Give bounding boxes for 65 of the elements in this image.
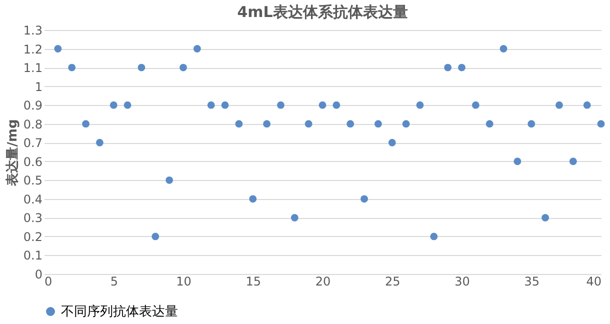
- x-tick-label: 20: [315, 274, 331, 288]
- point: [472, 101, 480, 109]
- x-tick-label: 40: [586, 274, 602, 288]
- y-axis-title: 表达量/mg: [5, 119, 20, 187]
- y-tick-label: 0.3: [23, 211, 42, 226]
- x-tick-label: 25: [384, 274, 400, 288]
- point: [556, 101, 563, 109]
- point: [263, 120, 271, 128]
- y-tick-label: 0.6: [23, 154, 42, 169]
- point: [486, 120, 494, 128]
- y-tick-label: 0.1: [23, 248, 42, 263]
- point: [528, 120, 536, 128]
- point: [583, 101, 591, 109]
- point: [542, 214, 550, 222]
- point: [458, 64, 466, 72]
- point: [402, 120, 410, 128]
- y-tick-label: 1.1: [23, 61, 42, 76]
- point: [360, 195, 368, 203]
- point: [500, 45, 508, 52]
- point: [96, 138, 104, 146]
- point: [124, 101, 132, 109]
- y-tick-label: 0.8: [23, 117, 42, 132]
- point: [166, 176, 174, 184]
- point: [332, 101, 340, 109]
- point: [82, 120, 90, 128]
- point: [180, 64, 187, 72]
- point: [290, 214, 298, 222]
- point: [138, 64, 146, 72]
- point: [514, 158, 522, 166]
- x-tick-label: 5: [110, 274, 118, 288]
- point: [318, 101, 326, 109]
- chart-title: 4mL表达体系抗体表达量: [237, 3, 408, 21]
- point: [221, 101, 229, 109]
- point: [193, 45, 201, 52]
- x-tick-label: 15: [246, 274, 262, 288]
- x-tick-label: 0: [44, 274, 52, 288]
- point: [277, 101, 284, 109]
- point: [597, 120, 605, 128]
- y-tick-label: 0.5: [23, 174, 42, 188]
- point: [152, 232, 160, 240]
- point: [388, 138, 396, 146]
- point: [235, 120, 243, 128]
- point: [444, 64, 452, 72]
- x-tick-label: 30: [454, 274, 470, 288]
- point: [110, 101, 118, 109]
- x-tick-label: 10: [176, 274, 192, 288]
- point: [416, 101, 424, 109]
- point: [346, 120, 354, 128]
- x-tick-label: 35: [524, 274, 540, 288]
- point: [249, 195, 257, 203]
- point: [207, 101, 215, 109]
- y-tick-label: 1.3: [23, 24, 42, 38]
- point: [54, 45, 62, 52]
- y-tick-label: 0.7: [23, 136, 42, 150]
- y-tick-label: 0.4: [23, 192, 42, 206]
- point: [430, 232, 438, 240]
- point: [374, 120, 382, 128]
- y-tick-label: 0.2: [23, 230, 42, 244]
- point: [68, 64, 76, 72]
- point: [304, 120, 312, 128]
- legend-label: 不同序列抗体表达量: [61, 304, 178, 320]
- y-tick-label: 1: [34, 80, 42, 94]
- y-tick-label: 1.2: [23, 42, 42, 56]
- y-tick-label: 0.9: [23, 98, 42, 113]
- point: [569, 158, 577, 166]
